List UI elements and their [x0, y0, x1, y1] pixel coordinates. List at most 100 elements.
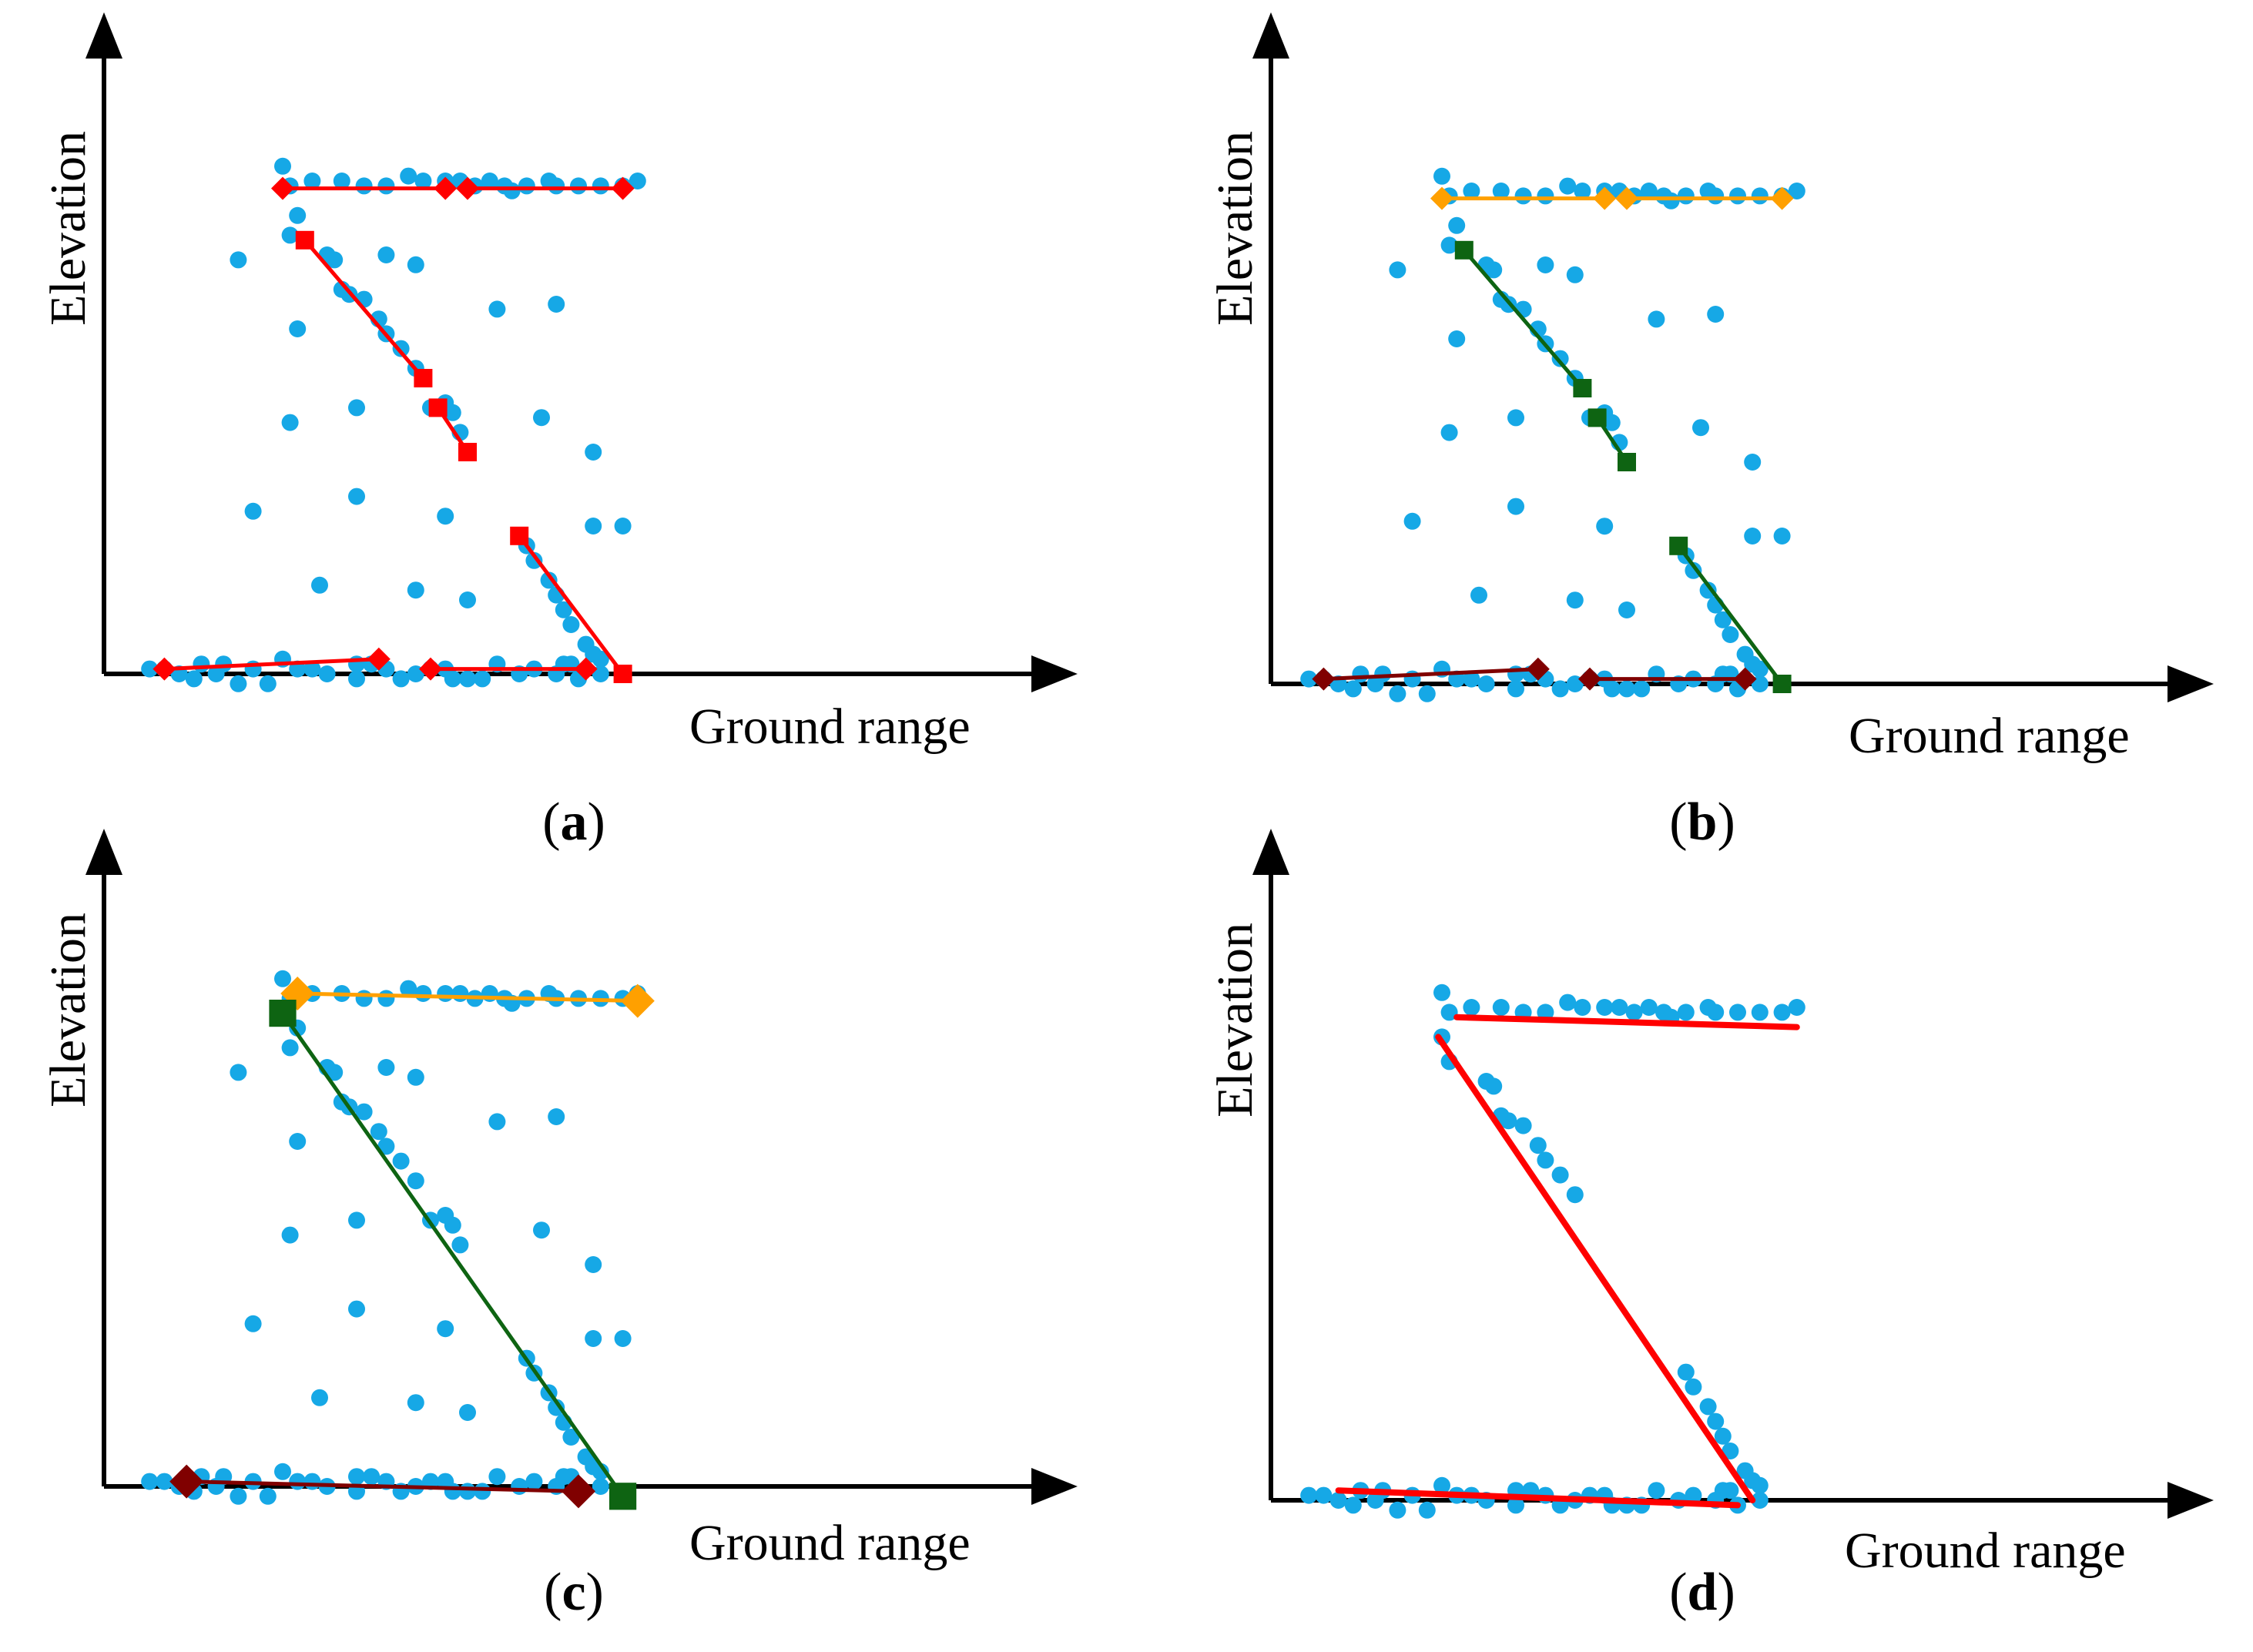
- data-point: [474, 1483, 491, 1500]
- data-point: [348, 488, 365, 505]
- data-point: [1300, 1486, 1318, 1504]
- data-point: [437, 985, 454, 1002]
- data-point: [592, 1478, 609, 1495]
- data-point: [1463, 670, 1480, 688]
- fit-line: [1676, 544, 1785, 686]
- data-point: [1685, 1378, 1702, 1396]
- data-point: [1529, 1137, 1547, 1154]
- diamond-marker: [1312, 667, 1336, 691]
- data-point: [1492, 999, 1510, 1016]
- diamond-marker: [562, 1474, 595, 1509]
- data-point: [1685, 561, 1702, 579]
- data-point: [400, 167, 417, 185]
- data-point: [348, 1300, 365, 1318]
- data-point: [1418, 1501, 1436, 1519]
- data-point: [1603, 414, 1621, 431]
- data-point: [377, 177, 395, 195]
- data-point: [585, 1256, 602, 1273]
- data-point: [1463, 999, 1480, 1016]
- x-axis-label: Ground range: [1849, 708, 2130, 764]
- data-point: [459, 591, 476, 608]
- y-axis-label: Elevation: [40, 131, 96, 326]
- data-point: [459, 1483, 476, 1500]
- data-point: [1463, 183, 1480, 199]
- data-point: [400, 980, 417, 997]
- data-point: [230, 675, 247, 692]
- data-point: [377, 1138, 395, 1155]
- panel-b: Elevation Ground range (b): [1207, 12, 2214, 852]
- data-point: [407, 1394, 424, 1412]
- data-point: [1707, 1004, 1725, 1021]
- data-point: [1551, 680, 1569, 698]
- caption-open: (: [1669, 1563, 1687, 1622]
- data-point: [459, 1404, 476, 1421]
- data-point: [1640, 999, 1658, 1016]
- data-point: [511, 1478, 528, 1495]
- diamond-marker: [456, 176, 479, 200]
- data-point: [1722, 1482, 1739, 1500]
- data-point: [481, 173, 498, 189]
- data-point: [1433, 167, 1450, 185]
- data-point: [303, 1473, 321, 1490]
- plot-area: [141, 970, 655, 1510]
- caption-close: ): [1717, 792, 1735, 852]
- data-point: [1707, 306, 1725, 323]
- data-point: [548, 177, 565, 195]
- data-point: [377, 246, 395, 263]
- fit-line: [280, 1011, 625, 1499]
- data-point: [548, 1399, 565, 1416]
- data-point: [1662, 192, 1680, 209]
- data-point: [1692, 419, 1709, 437]
- panel-caption: (d): [1669, 1563, 1735, 1622]
- data-point: [1707, 187, 1725, 205]
- square-marker: [269, 1000, 297, 1027]
- data-point: [1714, 611, 1732, 628]
- data-point: [259, 1487, 277, 1505]
- data-point: [562, 1429, 580, 1446]
- data-point: [437, 508, 454, 525]
- data-point: [1485, 1077, 1503, 1095]
- data-point: [289, 320, 307, 337]
- data-point: [1751, 660, 1769, 678]
- data-point: [1707, 1412, 1725, 1430]
- diamond-marker: [367, 647, 391, 671]
- data-point: [1418, 685, 1436, 702]
- square-marker: [295, 230, 314, 250]
- data-point: [444, 1216, 461, 1234]
- square-marker: [458, 443, 477, 461]
- data-point: [407, 256, 424, 273]
- plot-area: [141, 157, 646, 692]
- fit-line: [1321, 667, 1541, 682]
- data-point: [533, 1221, 550, 1239]
- data-point: [156, 1473, 173, 1490]
- caption-letter: a: [561, 792, 588, 852]
- data-point: [1477, 675, 1495, 692]
- data-point: [407, 1172, 424, 1190]
- data-point: [548, 296, 565, 313]
- data-point: [392, 1152, 410, 1170]
- panel-c: Elevation Ground range (c): [40, 829, 1078, 1622]
- data-point: [1722, 626, 1739, 643]
- fit-line: [1335, 1487, 1741, 1509]
- data-point: [1537, 1151, 1554, 1169]
- panel-caption: (a): [542, 792, 605, 852]
- data-point: [1677, 1363, 1695, 1381]
- data-point: [1773, 528, 1791, 545]
- x-axis-label: Ground range: [689, 699, 971, 755]
- data-point: [1722, 1443, 1739, 1459]
- diamond-marker: [1593, 186, 1617, 210]
- square-marker: [609, 1483, 637, 1510]
- data-point: [1574, 999, 1591, 1016]
- data-point: [274, 157, 291, 175]
- data-point: [1699, 1398, 1717, 1416]
- data-point: [1514, 187, 1532, 205]
- data-point: [1389, 261, 1406, 279]
- data-point: [444, 670, 461, 688]
- data-point: [1537, 1004, 1554, 1021]
- data-point: [1537, 256, 1554, 273]
- data-point: [289, 206, 307, 224]
- data-point: [392, 670, 410, 688]
- data-point: [592, 650, 609, 668]
- data-point: [1788, 999, 1805, 1016]
